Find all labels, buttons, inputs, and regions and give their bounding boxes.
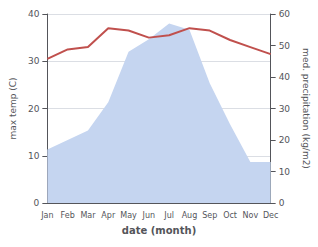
svg-text:60: 60 [279,9,291,19]
svg-text:Jan: Jan [40,211,53,220]
svg-text:Nov: Nov [243,211,259,220]
svg-text:Apr: Apr [101,211,116,220]
svg-text:Dec: Dec [263,211,278,220]
svg-text:30: 30 [279,104,291,114]
svg-text:Oct: Oct [223,211,237,220]
svg-text:10: 10 [28,151,40,161]
svg-text:med. precipitation (kg/m2): med. precipitation (kg/m2) [301,48,311,169]
svg-text:30: 30 [28,56,40,66]
svg-text:0: 0 [279,198,285,208]
svg-text:Jul: Jul [163,211,174,220]
svg-text:Jun: Jun [142,211,156,220]
svg-text:40: 40 [279,72,291,82]
svg-text:Mar: Mar [80,211,96,220]
svg-text:20: 20 [279,135,291,145]
svg-text:50: 50 [279,41,291,51]
svg-text:40: 40 [28,9,40,19]
svg-text:May: May [120,211,137,220]
svg-text:Feb: Feb [61,211,75,220]
svg-text:max temp (C): max temp (C) [8,77,18,139]
svg-text:10: 10 [279,167,291,177]
svg-text:20: 20 [28,104,40,114]
svg-text:Sep: Sep [202,211,217,220]
svg-text:date (month): date (month) [122,225,196,236]
svg-text:Aug: Aug [182,211,198,220]
svg-text:0: 0 [34,198,40,208]
